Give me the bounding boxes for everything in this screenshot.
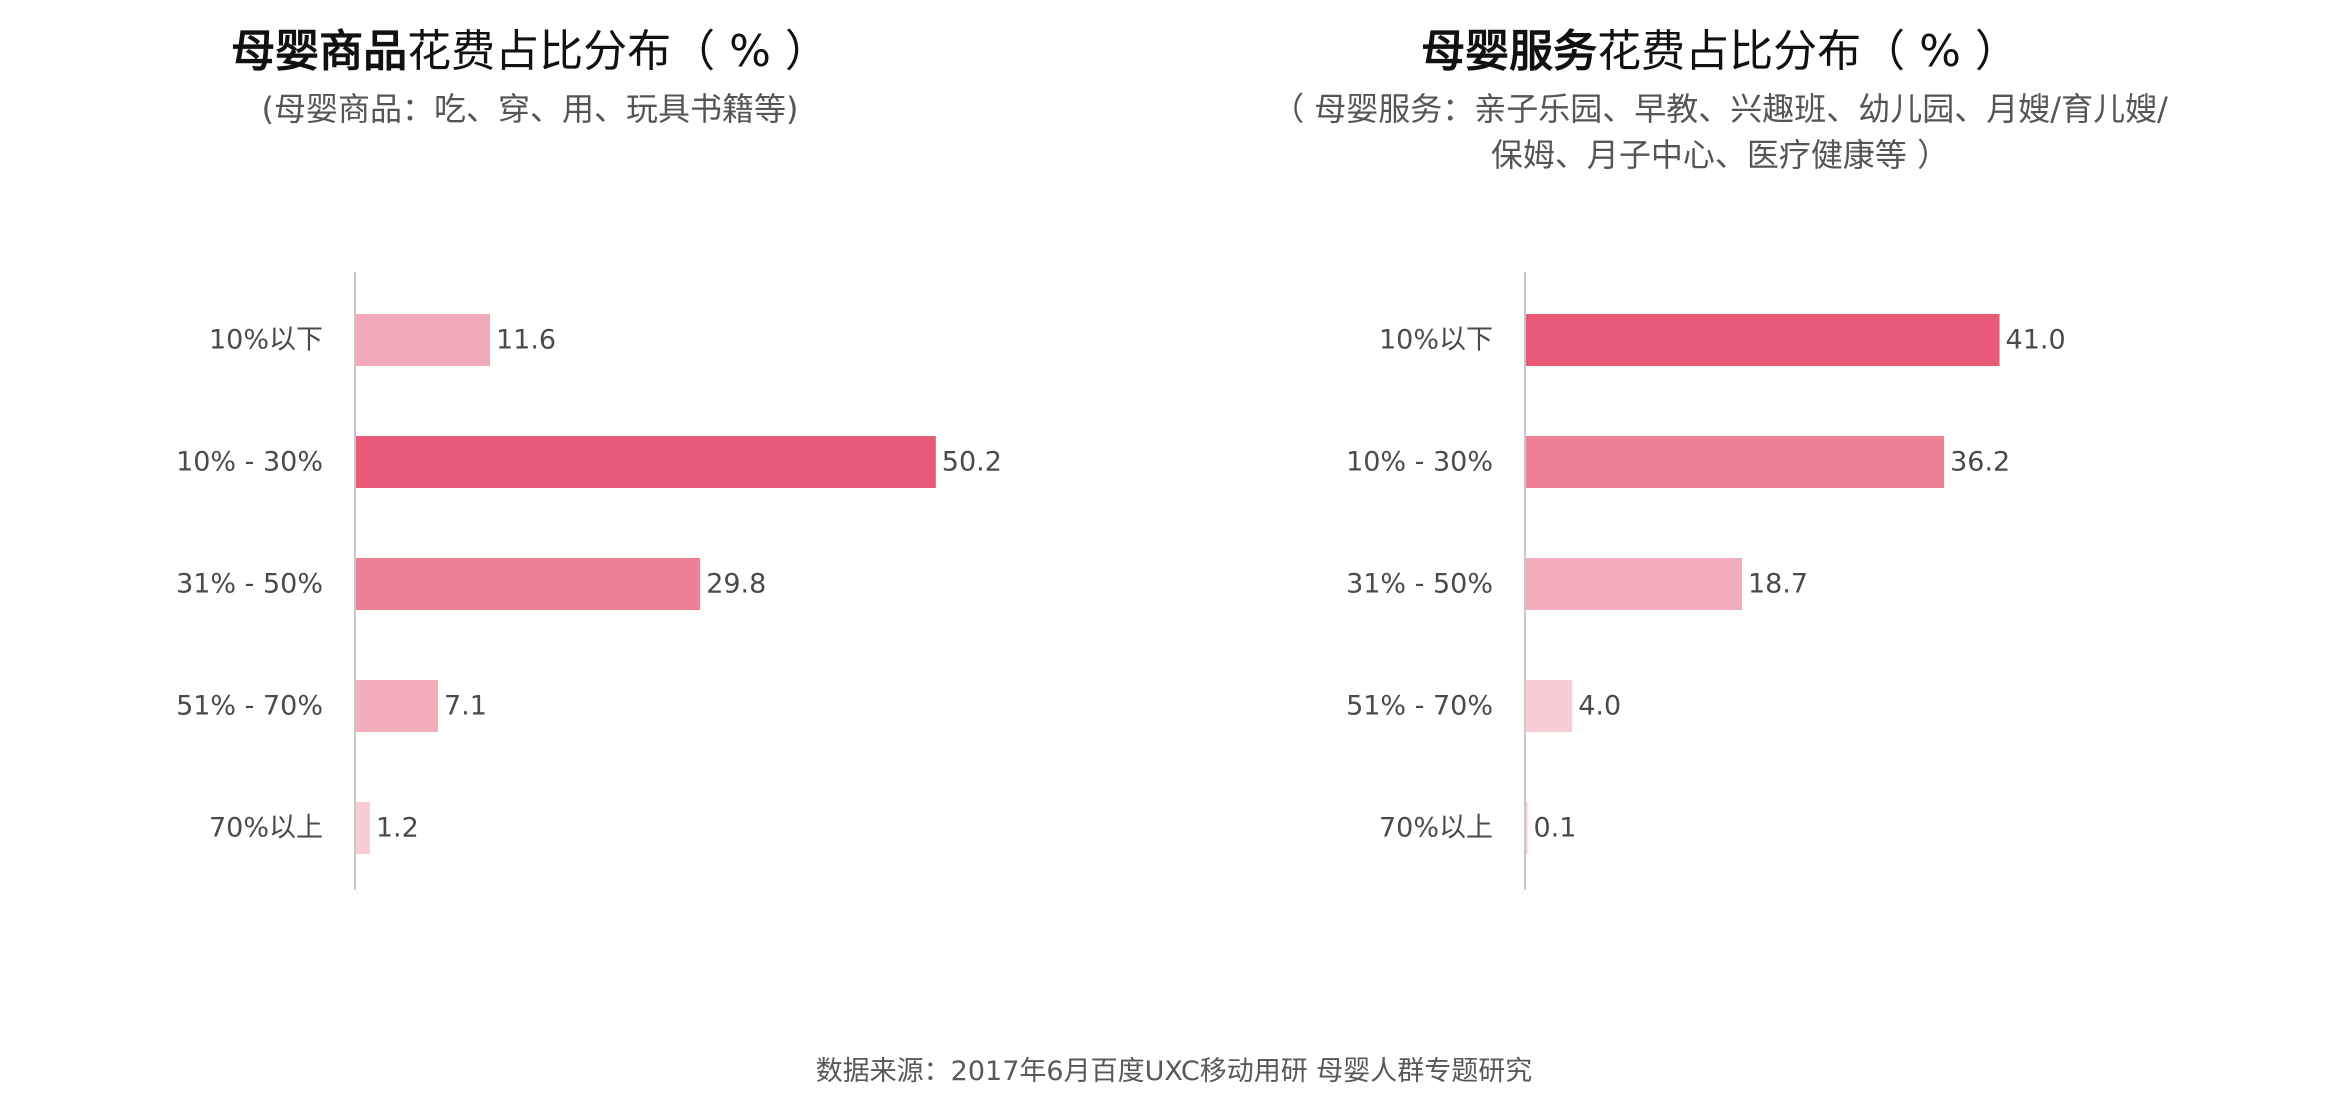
title-block: 母婴服务花费占比分布（ % ） （ 母婴服务：亲子乐园、早教、兴趣班、幼儿园、月… (1220, 22, 2220, 178)
bar-value-label: 4.0 (1578, 691, 1621, 722)
bar (1526, 680, 1573, 732)
bar-value-label: 36.2 (1950, 447, 2010, 478)
bar-chart-services: 10%以下 41.0 10% - 30% 36.2 31% - 50% 18.7 51% -… (1346, 272, 2066, 890)
bar-value-label: 7.1 (444, 691, 487, 722)
chart-subtitle-line: 保姆、月子中心、医疗健康等 ） (1490, 136, 1950, 174)
chart-subtitle-line: （ 母婴服务：亲子乐园、早教、兴趣班、幼儿园、月嫂/育儿嫂/ (1272, 90, 2168, 128)
bar (356, 314, 490, 366)
chart-title: 母婴服务花费占比分布（ % ） (1220, 22, 2220, 82)
bar (356, 558, 701, 610)
chart-subtitle: （ 母婴服务：亲子乐园、早教、兴趣班、幼儿园、月嫂/育儿嫂/ 保姆、月子中心、医… (1220, 86, 2220, 178)
bar-value-label: 11.6 (496, 325, 556, 356)
bar-chart-goods: 10%以下 11.6 10% - 30% 50.2 31% - 50% 29.8 51% -… (176, 272, 1002, 890)
chart-subtitle: (母婴商品：吃、穿、用、玩具书籍等) (90, 86, 970, 132)
chart-title-rest: 花费占比分布（ % ） (1597, 26, 2019, 77)
category-tick-label: 70%以上 (209, 813, 323, 844)
bar-value-label: 18.7 (1748, 569, 1808, 600)
category-tick-label: 10%以下 (1379, 325, 1493, 356)
category-tick-label: 51% - 70% (176, 691, 323, 722)
category-tick-label: 70%以上 (1379, 813, 1493, 844)
category-tick-label: 10%以下 (209, 325, 323, 356)
title-block: 母婴商品花费占比分布（ % ） (母婴商品：吃、穿、用、玩具书籍等) (90, 22, 970, 132)
bar-value-label: 0.1 (1534, 813, 1577, 844)
chart-panel-goods: 母婴商品花费占比分布（ % ） (母婴商品：吃、穿、用、玩具书籍等) 10%以下… (0, 0, 1170, 960)
category-tick-label: 31% - 50% (176, 569, 323, 600)
bar-value-label: 1.2 (376, 813, 419, 844)
bar (1526, 436, 1945, 488)
bar (356, 680, 439, 732)
chart-title-bold: 母婴服务 (1421, 26, 1598, 77)
category-tick-label: 10% - 30% (176, 447, 323, 478)
chart-subtitle-line: (母婴商品：吃、穿、用、玩具书籍等) (261, 90, 799, 128)
bar (1526, 802, 1528, 854)
data-source-note: 数据来源：2017年6月百度UXC移动用研 母婴人群专题研究 (815, 1056, 1533, 1087)
bar (1526, 558, 1742, 610)
bar-value-label: 41.0 (2006, 325, 2066, 356)
bar (356, 436, 936, 488)
bar-value-label: 50.2 (942, 447, 1002, 478)
category-tick-label: 31% - 50% (1346, 569, 1493, 600)
chart-panel-services: 母婴服务花费占比分布（ % ） （ 母婴服务：亲子乐园、早教、兴趣班、幼儿园、月… (1170, 0, 2348, 960)
chart-title-rest: 花费占比分布（ % ） (407, 26, 829, 77)
bar-value-label: 29.8 (706, 569, 766, 600)
category-tick-label: 10% - 30% (1346, 447, 1493, 478)
bar (356, 802, 370, 854)
chart-title: 母婴商品花费占比分布（ % ） (90, 22, 970, 82)
category-tick-label: 51% - 70% (1346, 691, 1493, 722)
bar (1526, 314, 2000, 366)
chart-title-bold: 母婴商品 (231, 26, 408, 77)
